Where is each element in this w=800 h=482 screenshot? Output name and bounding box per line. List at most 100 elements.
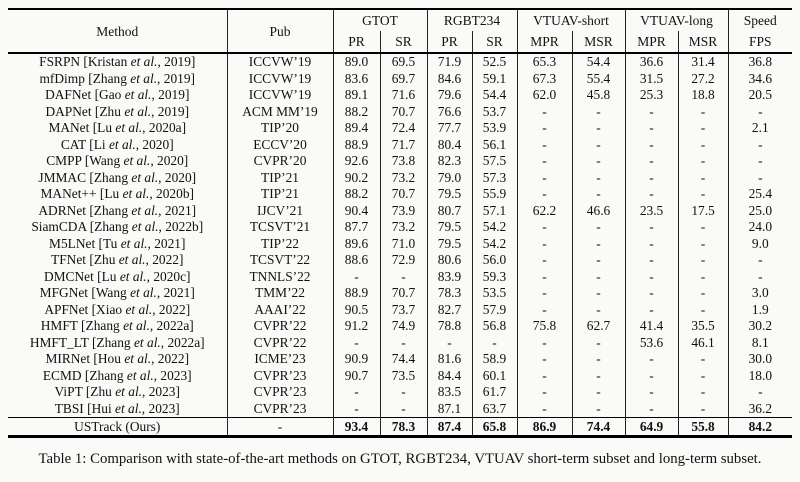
- value-cell: 89.6: [332, 235, 380, 252]
- pub-cell: ECCV’20: [226, 136, 333, 153]
- value-cell: 80.4: [426, 136, 472, 153]
- value-cell: -: [677, 252, 729, 269]
- method-cell: CMPP [Wang et al., 2020]: [46, 153, 189, 168]
- value-cell: 72.9: [379, 252, 427, 269]
- col-header-gtot-sr: SR: [379, 31, 427, 53]
- comparison-table-container: Method Pub GTOT RGBT234 VTUAV-short VTUA…: [8, 8, 793, 438]
- value-cell: 83.9: [426, 268, 472, 285]
- value-cell: -: [624, 285, 679, 302]
- col-header-rgbt234-pr: PR: [426, 31, 472, 53]
- value-cell: 41.4: [624, 318, 679, 335]
- value-cell: 79.5: [426, 186, 472, 203]
- value-cell: -: [516, 367, 573, 384]
- pub-cell: CVPR’23: [226, 400, 333, 418]
- value-cell: 53.9: [471, 120, 518, 137]
- value-cell: 83.5: [426, 384, 472, 401]
- value-cell: 83.6: [332, 70, 380, 87]
- value-cell: -: [624, 120, 679, 137]
- value-cell: 89.1: [332, 87, 380, 104]
- value-cell: 60.1: [471, 367, 518, 384]
- value-cell: 54.2: [471, 235, 518, 252]
- table-row: HMFT_LT [Zhang et al., 2022a] CVPR’22- - - -…: [8, 334, 793, 351]
- method-cell: DAFNet [Gao et al., 2019]: [45, 87, 190, 102]
- value-cell: -: [516, 186, 573, 203]
- table-row: TBSI [Hui et al., 2023] CVPR’23- -87.1 63.7…: [8, 400, 793, 418]
- value-cell: -: [677, 186, 729, 203]
- value-cell: -: [379, 334, 427, 351]
- pub-cell: TNNLS’22: [226, 268, 333, 285]
- value-cell: 79.5: [426, 235, 472, 252]
- col-header-speed-fps: FPS: [727, 31, 793, 53]
- value-cell: -: [677, 285, 729, 302]
- value-cell: 24.0: [727, 219, 793, 236]
- table-row: MANet [Lu et al., 2020a] TIP’20 89.4 72.4 77…: [8, 120, 793, 137]
- group-header-rgbt234: RGBT234: [426, 9, 518, 31]
- table-caption: Table 1: Comparison with state-of-the-ar…: [38, 451, 762, 467]
- value-cell: 90.4: [332, 202, 380, 219]
- header-group-row: Method Pub GTOT RGBT234 VTUAV-short VTUA…: [8, 9, 793, 53]
- value-cell: 80.7: [426, 202, 472, 219]
- group-header-speed: Speed: [727, 9, 793, 31]
- value-cell: -: [727, 252, 793, 269]
- value-cell: -: [571, 136, 626, 153]
- value-cell: -: [516, 285, 573, 302]
- method-cell: CAT [Li et al., 2020]: [60, 136, 174, 152]
- table-row: MIRNet [Hou et al., 2022] ICME’23 90.9 74.4…: [8, 351, 793, 368]
- value-cell: 79.6: [426, 87, 472, 104]
- value-cell: 71.9: [426, 53, 472, 71]
- value-cell: -: [571, 153, 626, 170]
- footer-value-cell: 64.9: [624, 417, 679, 437]
- method-cell: DAPNet [Zhu et al., 2019]: [45, 103, 190, 119]
- table-row: MFGNet [Wang et al., 2021] TMM’22 88.9 70.7…: [8, 285, 793, 302]
- value-cell: -: [624, 235, 679, 252]
- value-cell: -: [624, 136, 679, 153]
- footer-value-cell: 93.4: [332, 417, 380, 437]
- method-cell: MFGNet [Wang et al., 2021]: [39, 285, 195, 300]
- value-cell: 31.5: [624, 70, 679, 87]
- value-cell: 36.6: [624, 53, 679, 71]
- value-cell: 54.4: [471, 87, 518, 104]
- value-cell: 89.0: [332, 53, 380, 71]
- pub-cell: ICME’23: [226, 351, 333, 368]
- value-cell: -: [426, 334, 472, 351]
- value-cell: 73.8: [379, 153, 427, 170]
- value-cell: 46.1: [677, 334, 729, 351]
- value-cell: -: [571, 120, 626, 137]
- value-cell: -: [516, 252, 573, 269]
- value-cell: 81.6: [426, 351, 472, 368]
- table-row: CAT [Li et al., 2020] ECCV’20 88.9 71.7 80.4…: [8, 136, 793, 153]
- pub-cell: CVPR’22: [226, 334, 333, 351]
- value-cell: -: [571, 334, 626, 351]
- value-cell: 25.0: [727, 202, 793, 219]
- pub-cell: TCSVT’21: [226, 219, 333, 236]
- method-cell: FSRPN [Kristan et al., 2019]: [39, 54, 196, 69]
- method-cell: MIRNet [Hou et al., 2022]: [45, 351, 190, 366]
- value-cell: -: [727, 103, 793, 120]
- value-cell: 87.7: [332, 219, 380, 236]
- pub-cell: TCSVT’22: [226, 252, 333, 269]
- value-cell: 84.6: [426, 70, 472, 87]
- value-cell: 70.7: [379, 186, 427, 203]
- value-cell: -: [624, 103, 679, 120]
- value-cell: -: [571, 400, 626, 418]
- col-header-vtuav-long-mpr: MPR: [624, 31, 679, 53]
- value-cell: -: [624, 301, 679, 318]
- value-cell: 90.5: [332, 301, 380, 318]
- value-cell: 90.2: [332, 169, 380, 186]
- value-cell: 70.7: [379, 103, 427, 120]
- value-cell: -: [516, 136, 573, 153]
- footer-row: USTrack (Ours) - 93.4 78.3 87.4 65.8 86.9 74.…: [8, 417, 793, 437]
- value-cell: 1.9: [727, 301, 793, 318]
- value-cell: -: [571, 103, 626, 120]
- table-header: Method Pub GTOT RGBT234 VTUAV-short VTUA…: [8, 9, 793, 53]
- table-row: DAPNet [Zhu et al., 2019] ACM MM’19 88.2 70…: [8, 103, 793, 120]
- value-cell: 72.4: [379, 120, 427, 137]
- table-row: MANet++ [Lu et al., 2020b] TIP’21 88.2 70.7…: [8, 186, 793, 203]
- pub-cell: CVPR’20: [226, 153, 333, 170]
- col-header-method: Method: [96, 23, 139, 39]
- pub-cell: CVPR’23: [226, 384, 333, 401]
- value-cell: -: [624, 186, 679, 203]
- value-cell: -: [677, 367, 729, 384]
- value-cell: -: [332, 384, 380, 401]
- value-cell: 73.5: [379, 367, 427, 384]
